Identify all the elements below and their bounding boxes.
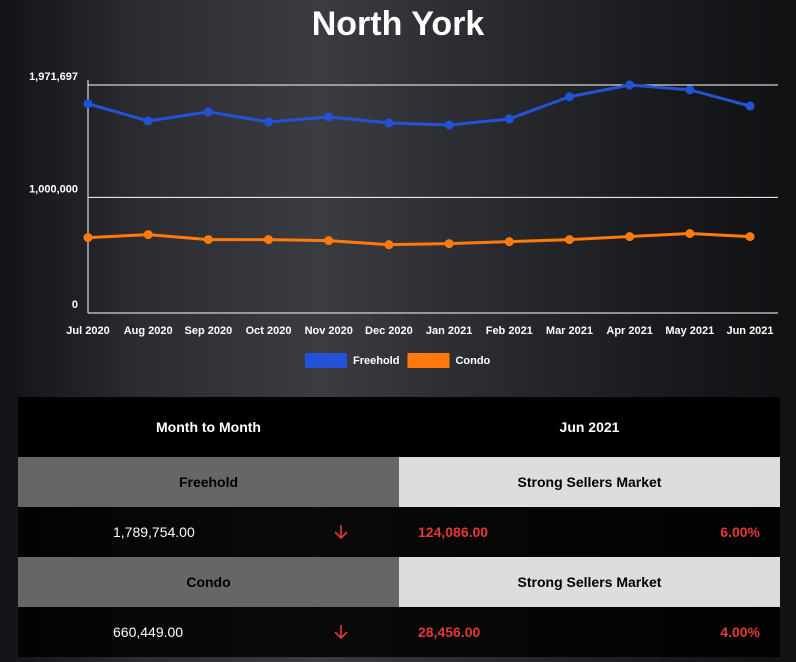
table-header: Month to Month Jun 2021 (18, 397, 780, 457)
chart: North York 0 1,000,000 1,971,697 Jul 2020 Au… (29, 5, 778, 368)
point (745, 101, 755, 111)
x-tick-label: Dec 2020 (365, 325, 413, 337)
point (143, 116, 153, 126)
series-line (87, 232, 751, 247)
change: 28,456.00 (418, 624, 481, 640)
point (324, 112, 334, 122)
data-row: 660,449.00 28,456.00 4.00% (18, 607, 780, 657)
legend-swatch (407, 353, 450, 368)
data-row: 1,789,754.00 124,086.00 6.00% (18, 507, 780, 557)
y-tick-label: 0 (72, 299, 78, 311)
status-cell: Strong Sellers Market (399, 457, 780, 507)
type-row: Condo Strong Sellers Market (18, 557, 780, 607)
x-tick-label: May 2021 (665, 325, 714, 337)
y-tick-label: 1,971,697 (29, 71, 78, 83)
point (444, 239, 454, 249)
point (83, 233, 93, 243)
point (264, 235, 274, 245)
status-cell: Strong Sellers Market (399, 557, 780, 607)
price: 660,449.00 (113, 624, 184, 640)
point (504, 237, 514, 247)
percent: 6.00% (720, 524, 760, 540)
x-tick-label: Sep 2020 (185, 325, 233, 337)
x-tick-label: Oct 2020 (246, 325, 292, 337)
down-arrow (334, 625, 348, 640)
point (203, 107, 213, 117)
x-tick-label: Nov 2020 (305, 325, 353, 337)
point (384, 118, 394, 128)
legend-label: Condo (455, 355, 490, 367)
x-tick-label: Jan 2021 (426, 325, 472, 337)
x-tick-label: Feb 2021 (486, 325, 533, 337)
legend-label: Freehold (353, 355, 399, 367)
x-tick-label: Jun 2021 (726, 325, 773, 337)
table: Month to Month Jun 2021 Freehold Strong S… (18, 397, 780, 657)
x-tick-label: Aug 2020 (124, 325, 173, 337)
point (264, 117, 274, 127)
point (625, 80, 635, 90)
y-tick-label: 1,000,000 (29, 183, 78, 195)
point (203, 235, 213, 245)
percent: 4.00% (720, 624, 760, 640)
point (625, 232, 635, 242)
x-tick-label: Jul 2020 (66, 325, 109, 337)
series-line (87, 83, 751, 127)
point (564, 235, 574, 245)
point (685, 85, 695, 95)
x-tick-label: Mar 2021 (546, 325, 593, 337)
point (745, 232, 755, 242)
legend-swatch (305, 353, 347, 368)
point (83, 99, 93, 109)
point (685, 229, 695, 239)
x-tick-label: Apr 2021 (606, 325, 652, 337)
point (504, 114, 514, 124)
header-cell: Month to Month (156, 419, 261, 435)
point (564, 92, 574, 102)
header-cell: Jun 2021 (559, 419, 620, 435)
down-arrow (334, 525, 348, 540)
point (384, 240, 394, 250)
type-cell: Condo (18, 557, 399, 607)
point (324, 236, 334, 246)
point (143, 230, 153, 240)
point (444, 120, 454, 130)
type-row: Freehold Strong Sellers Market (18, 457, 780, 507)
change: 124,086.00 (418, 524, 489, 540)
type-cell: Freehold (18, 457, 399, 507)
chart-title: North York (312, 5, 485, 43)
price: 1,789,754.00 (113, 524, 195, 540)
